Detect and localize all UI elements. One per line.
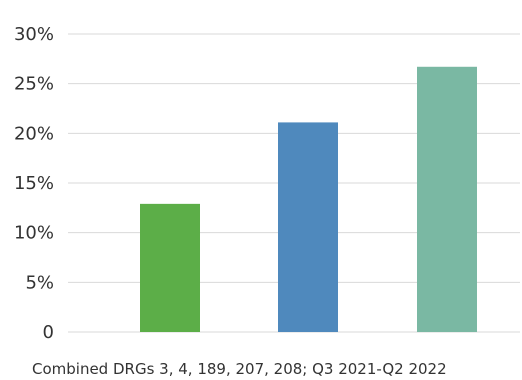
y-tick-label: 20% [14, 123, 54, 144]
bar-1 [140, 203, 200, 332]
x-axis-label: Combined DRGs 3, 4, 189, 207, 208; Q3 20… [32, 360, 447, 376]
y-tick-label: 25% [14, 74, 54, 95]
y-tick-label: 15% [14, 173, 54, 194]
y-tick-label: 5% [25, 272, 54, 293]
y-axis-ticks: 0 5% 10% 15% 20% 25% 30% [14, 24, 54, 343]
y-tick-label: 30% [14, 24, 54, 45]
y-tick-label: 10% [14, 223, 54, 244]
bar-2 [278, 122, 338, 332]
y-tick-label: 0 [43, 322, 54, 343]
bars [140, 66, 477, 332]
bar-3 [417, 66, 477, 332]
